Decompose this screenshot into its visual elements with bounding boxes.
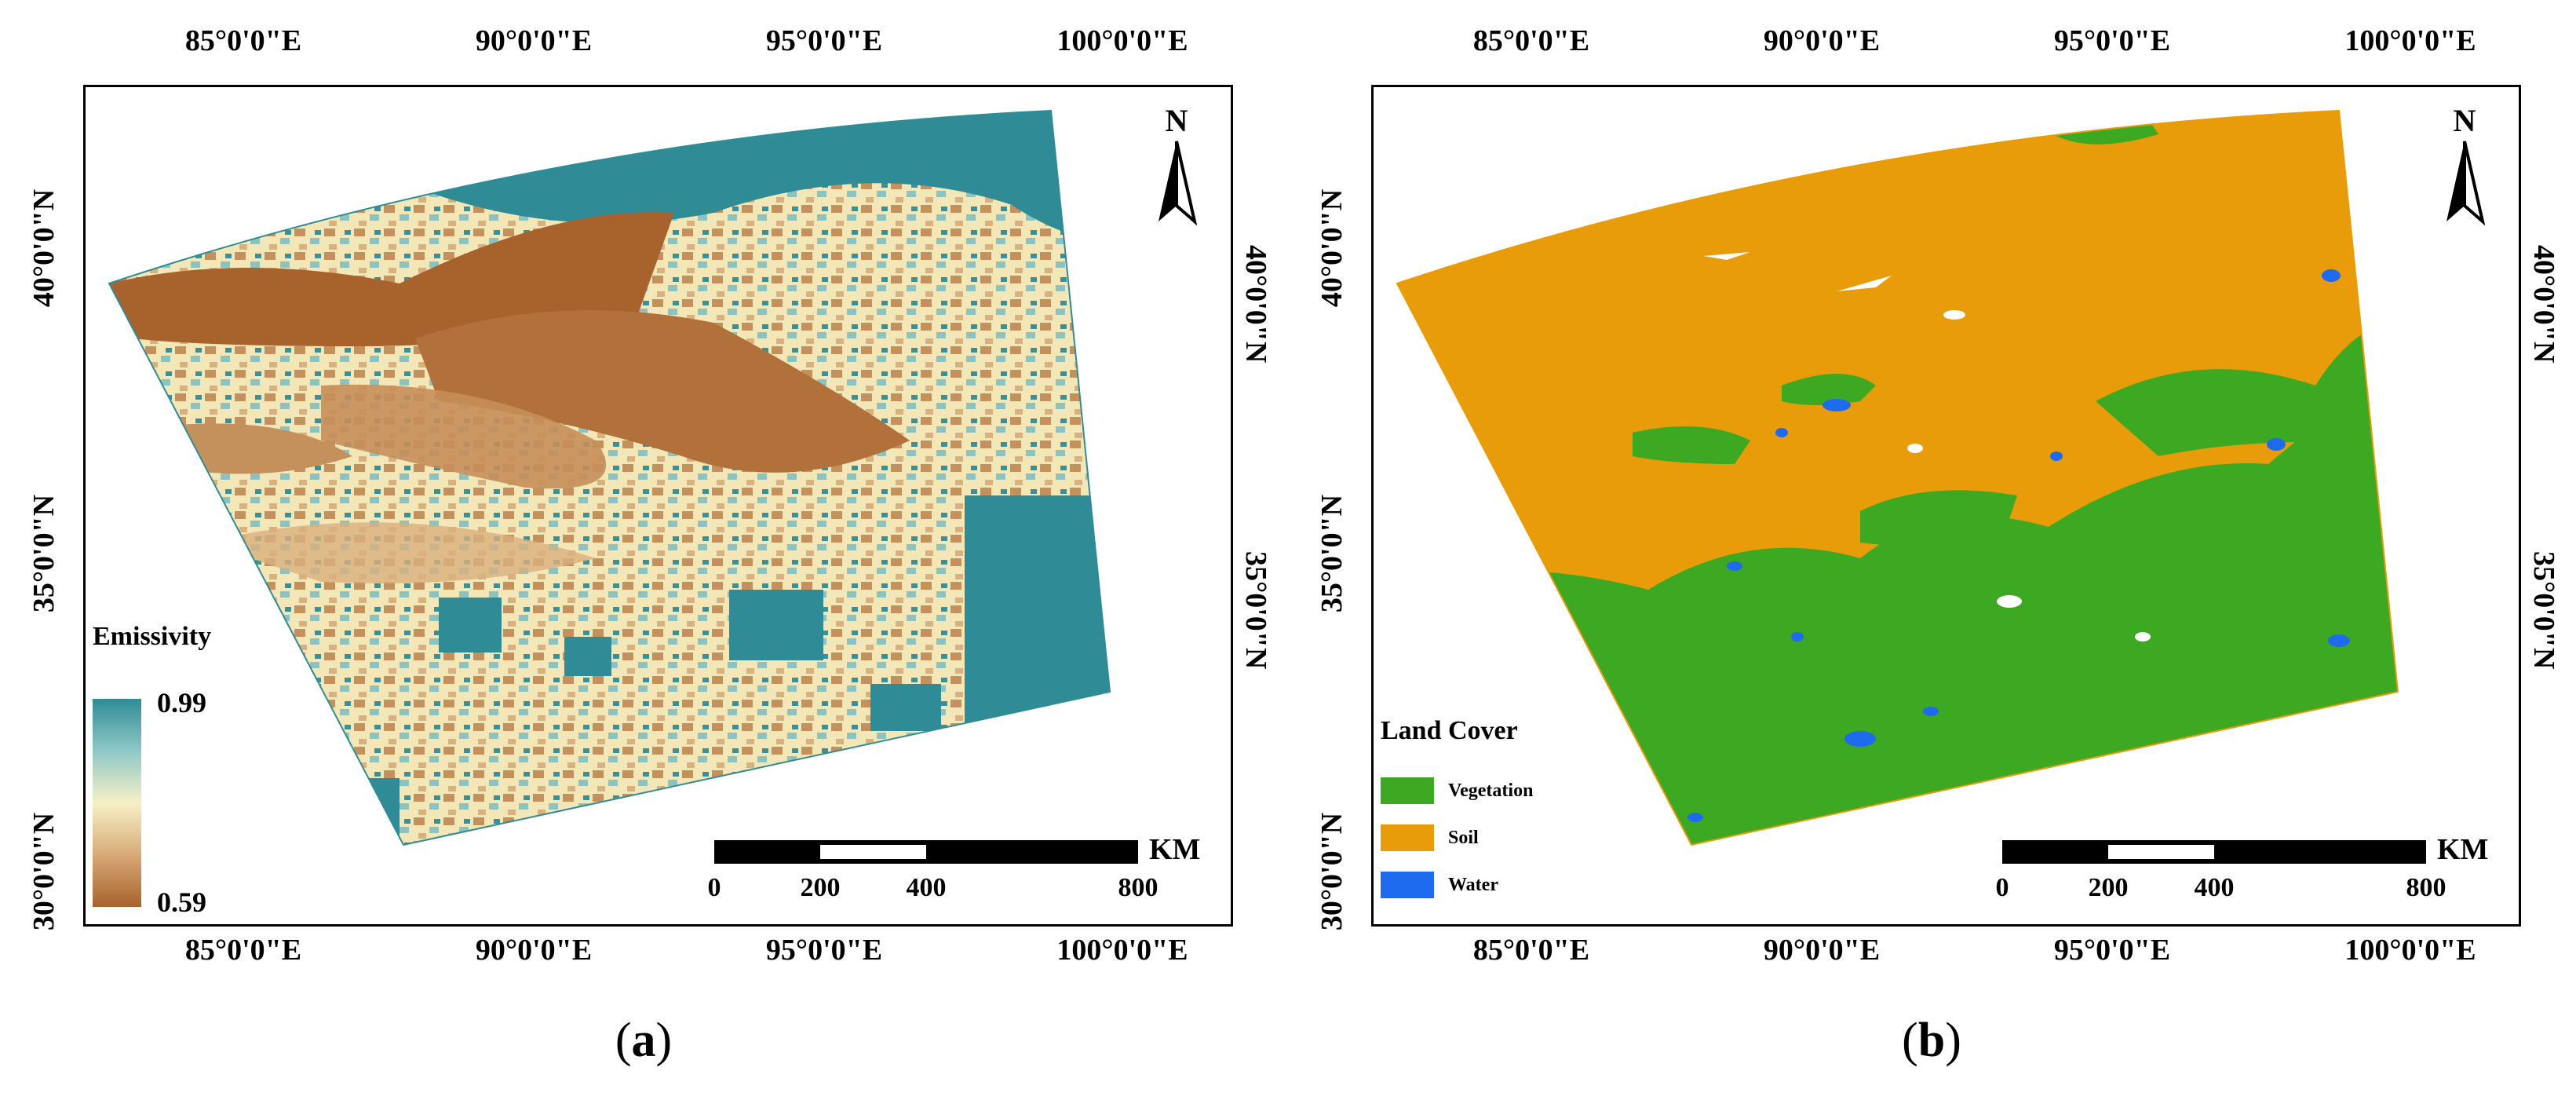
scale-label: 0: [1995, 873, 2009, 902]
scale-label: 800: [1118, 873, 1158, 902]
emissivity-color-ramp: [93, 699, 141, 907]
top-lon-tick: 85°0'0"E: [1472, 24, 1590, 57]
soil-swatch: [1381, 824, 1434, 851]
top-lon-tick: 90°0'0"E: [475, 24, 593, 57]
scale-bar: [2002, 840, 2426, 864]
soil-label: Soil: [1448, 828, 1479, 848]
left-lat-tick: 40°0'0"N: [27, 188, 60, 308]
land-cover-map-panel: 85°0'0"E 90°0'0"E 95°0'0"E 100°0'0"E: [1288, 0, 2576, 1093]
right-lat-tick: 35°0'0"N: [1239, 551, 1272, 670]
scale-unit: KM: [2437, 833, 2489, 866]
bottom-lon-tick: 85°0'0"E: [184, 934, 302, 967]
scale-label: 200: [800, 873, 841, 902]
top-lon-tick: 95°0'0"E: [765, 24, 883, 57]
scale-label: 0: [707, 873, 721, 902]
left-lat-tick: 35°0'0"N: [1315, 494, 1348, 613]
left-lat-tick: 35°0'0"N: [27, 494, 60, 613]
north-letter: N: [2453, 103, 2476, 138]
bottom-lon-tick: 90°0'0"E: [1763, 934, 1881, 967]
legend-title: Land Cover: [1381, 716, 1518, 745]
scale-label: 400: [2194, 873, 2235, 902]
right-lat-tick: 40°0'0"N: [2527, 245, 2560, 364]
north-letter: N: [1165, 103, 1188, 138]
legend-title: Emissivity: [93, 622, 212, 651]
top-lon-tick: 90°0'0"E: [1763, 24, 1881, 57]
left-lat-tick: 30°0'0"N: [1315, 812, 1348, 931]
bottom-lon-tick: 100°0'0"E: [1056, 934, 1188, 967]
water-swatch: [1381, 872, 1434, 898]
scale-unit: KM: [1149, 833, 1201, 866]
scale-label: 200: [2088, 873, 2129, 902]
right-lat-tick: 40°0'0"N: [1239, 245, 1272, 364]
emissivity-raster: [108, 109, 1111, 846]
water-label: Water: [1448, 875, 1498, 895]
bottom-lon-tick: 100°0'0"E: [2344, 934, 2476, 967]
emissivity-map-panel: 85°0'0"E 90°0'0"E 95°0'0"E 100°0'0"E: [27, 24, 1272, 1067]
left-lat-tick: 40°0'0"N: [1315, 188, 1348, 308]
scale-bar: [714, 840, 1138, 864]
vegetation-swatch: [1381, 777, 1434, 804]
legend-min-label: 0.59: [157, 886, 206, 918]
legend-max-label: 0.99: [157, 687, 206, 718]
north-arrow-icon: N: [1149, 102, 1204, 236]
bottom-lon-tick: 85°0'0"E: [1472, 934, 1590, 967]
top-lon-tick: 100°0'0"E: [1056, 24, 1188, 57]
emissivity-map-frame: [83, 85, 1233, 927]
bottom-lon-tick: 90°0'0"E: [475, 934, 593, 967]
top-lon-tick: 85°0'0"E: [184, 24, 302, 57]
bottom-lon-tick: 95°0'0"E: [765, 934, 883, 967]
vegetation-label: Vegetation: [1448, 780, 1534, 801]
scale-label: 400: [906, 873, 947, 902]
panel-label: (a): [615, 1014, 673, 1067]
land-cover-raster: [1396, 109, 2399, 846]
top-lon-tick: 95°0'0"E: [2053, 24, 2171, 57]
north-arrow-icon: N: [2437, 102, 2492, 236]
scale-label: 800: [2406, 873, 2446, 902]
right-lat-tick: 35°0'0"N: [2527, 551, 2560, 670]
land-cover-map-frame: [1371, 85, 2521, 927]
panel-label: (b): [1902, 1014, 1961, 1067]
bottom-lon-tick: 95°0'0"E: [2053, 934, 2171, 967]
left-lat-tick: 30°0'0"N: [27, 812, 60, 931]
top-lon-tick: 100°0'0"E: [2344, 24, 2476, 57]
